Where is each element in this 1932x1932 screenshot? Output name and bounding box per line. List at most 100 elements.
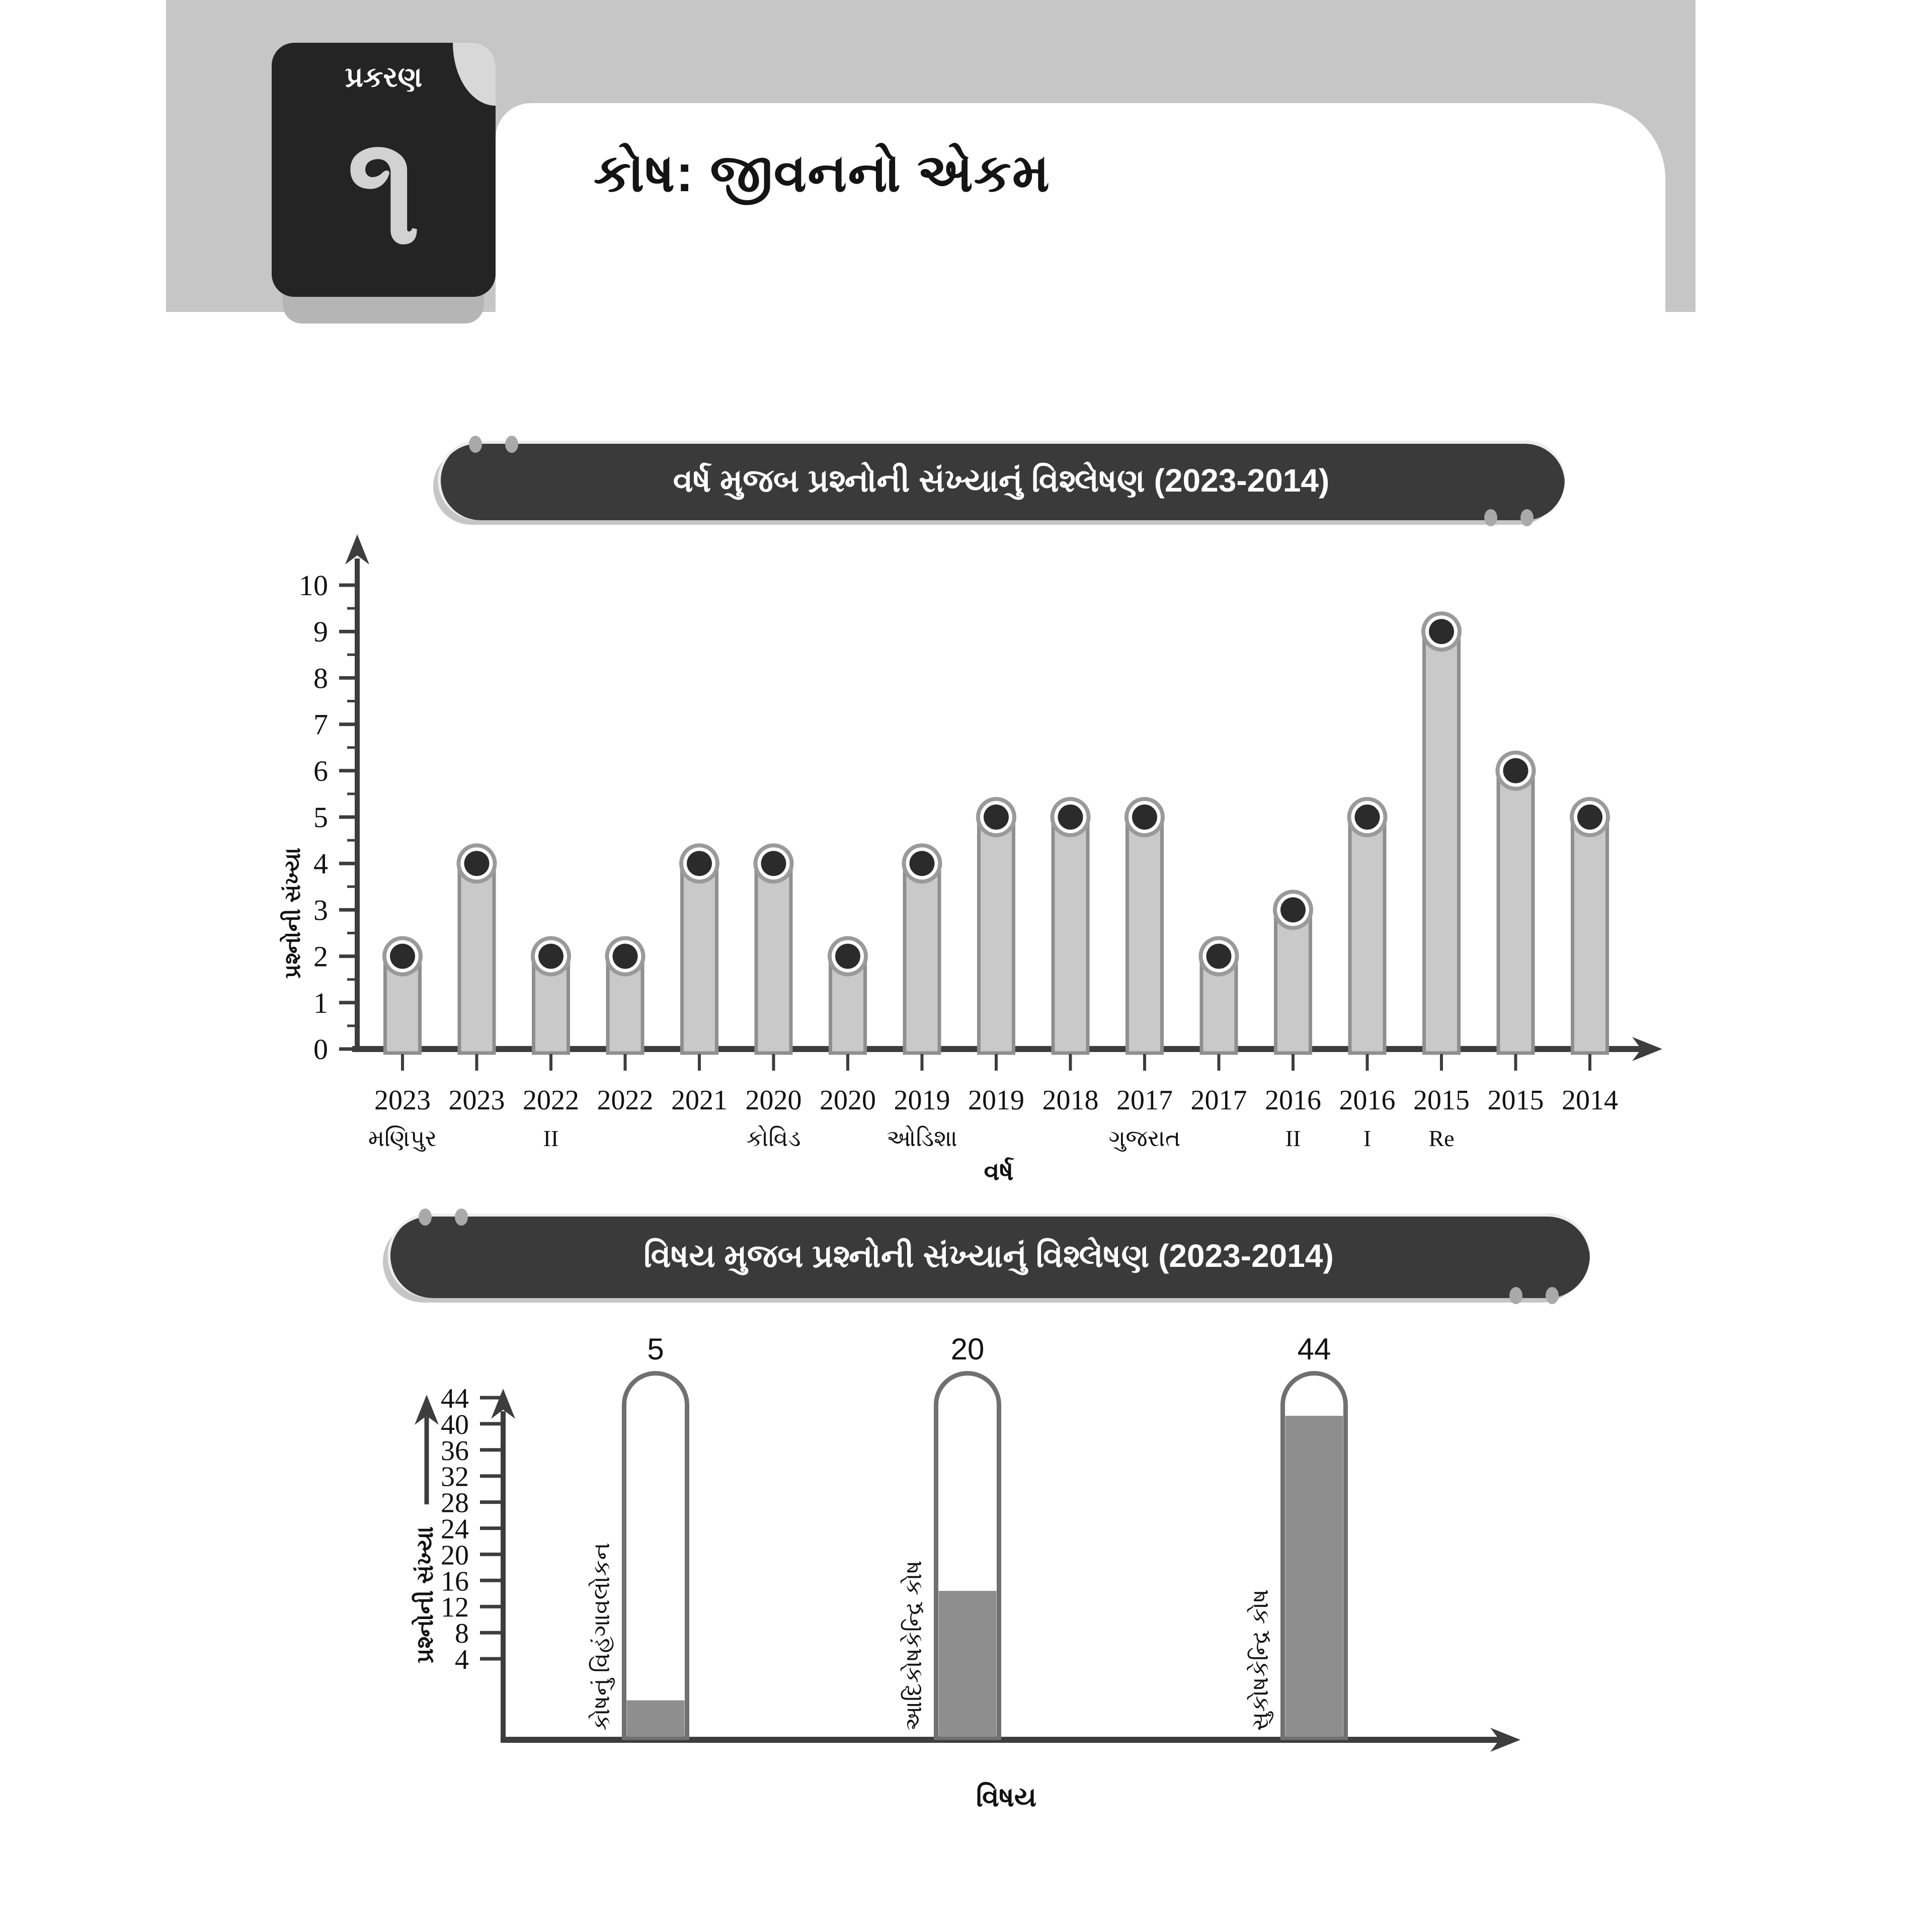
header-panel xyxy=(496,103,1665,314)
x-category-label: 2015 xyxy=(1413,1085,1470,1116)
y-tick-label: 40 xyxy=(441,1409,469,1440)
x-axis-arrow-icon xyxy=(1490,1728,1520,1752)
category-label: આદિકોષકેન્દ્રિ કોષ xyxy=(900,1560,926,1731)
x-category-label: 2017 xyxy=(1191,1085,1247,1116)
x-category-sublabel: ગુજરાત xyxy=(1109,1125,1181,1152)
x-axis-title: વિષય xyxy=(976,1782,1036,1812)
y-axis-title: પ્રશ્નોની સંખ્યા xyxy=(412,1526,438,1663)
x-category-sublabel: Re xyxy=(1428,1125,1454,1151)
x-category-label: 2020 xyxy=(746,1085,802,1116)
chapter-badge xyxy=(272,43,496,297)
bar-dot xyxy=(464,851,490,876)
up-arrow-icon xyxy=(415,1395,439,1425)
pin-dot-icon xyxy=(455,1209,468,1226)
category-label: સુકોષકેન્દ્રિ કોષ xyxy=(1247,1589,1273,1731)
x-axis-arrow-icon xyxy=(1632,1037,1662,1061)
y-tick-label: 20 xyxy=(441,1540,469,1571)
bar-dot xyxy=(538,943,564,969)
bar xyxy=(1571,798,1609,1055)
bar-dot xyxy=(835,943,860,969)
pin-dot-icon xyxy=(469,436,482,453)
y-axis-arrow-icon xyxy=(491,1389,515,1419)
tube-bar-fill xyxy=(626,1700,685,1737)
year-chart: 0 1 2 3 4 5 6 7 8 9 10 પ્રશ્નોની સંખ્યા 2023 મણિપુર 20… xyxy=(279,534,1662,1185)
bar xyxy=(977,798,1015,1055)
y-tick-label: 36 xyxy=(441,1435,469,1467)
x-category-label: 2022 xyxy=(523,1085,579,1116)
bar-dot xyxy=(1503,758,1528,783)
bar-dot xyxy=(761,851,786,876)
pin-dot-icon xyxy=(1509,1287,1522,1304)
x-category-label: 2017 xyxy=(1116,1085,1173,1116)
bar-dot xyxy=(1132,804,1157,830)
pin-dot-icon xyxy=(505,436,518,453)
y-axis-arrow-icon xyxy=(345,534,369,565)
y-tick-label: 28 xyxy=(441,1488,469,1519)
x-category-label: 2018 xyxy=(1042,1085,1099,1116)
x-category-label: 2016 xyxy=(1339,1085,1396,1116)
y-tick-label: 0 xyxy=(313,1033,328,1066)
x-category-label: 2020 xyxy=(820,1085,876,1116)
y-tick-label: 2 xyxy=(313,940,328,973)
chapter-badge-base xyxy=(283,294,484,324)
y-tick-label: 3 xyxy=(313,894,328,926)
x-axis-title: વર્ષ xyxy=(984,1157,1014,1185)
y-tick-label: 12 xyxy=(441,1592,469,1623)
tube-bar-fill xyxy=(938,1591,997,1737)
bar-dot xyxy=(1280,897,1306,923)
year-chart-banner: વર્ષ મુજબ પ્રશ્નોની સંખ્યાનું વિશ્લેષણ (… xyxy=(438,436,1565,526)
tube-bar-fill xyxy=(1285,1416,1343,1737)
chapter-label: પ્રકરણ xyxy=(345,61,423,93)
bar-dot xyxy=(1058,804,1083,830)
topic-chart-banner-title: વિષય મુજબ પ્રશ્નોની સંખ્યાનું વિશ્લેષણ (… xyxy=(643,1237,1334,1274)
topic-chart-banner: વિષય મુજબ પ્રશ્નોની સંખ્યાનું વિશ્લેષણ (… xyxy=(387,1209,1590,1304)
bar-dot xyxy=(909,851,935,876)
bar-dot xyxy=(1577,804,1602,830)
bar-dot xyxy=(1206,943,1232,969)
y-tick-label: 1 xyxy=(313,987,328,1019)
bar xyxy=(1496,751,1535,1055)
y-tick-label: 4 xyxy=(313,847,328,880)
x-category-label: 2019 xyxy=(968,1085,1024,1116)
x-category-sublabel: ઓડિશા xyxy=(887,1125,957,1151)
x-category-label: 2021 xyxy=(671,1085,728,1116)
bar xyxy=(1348,798,1387,1055)
bar-value-label: 5 xyxy=(647,1332,664,1366)
chapter-number: ૧ xyxy=(347,108,421,275)
bar xyxy=(1051,798,1090,1055)
tube-bar xyxy=(622,1371,689,1740)
x-category-label: 2022 xyxy=(597,1085,654,1116)
pin-dot-icon xyxy=(1546,1287,1559,1304)
y-axis-title: પ્રશ્નોની સંખ્યા xyxy=(279,848,305,979)
y-tick-label: 8 xyxy=(313,662,328,694)
y-tick-label: 5 xyxy=(313,801,328,834)
category-label: કોષનું વિહંગાવલોકન xyxy=(589,1543,615,1731)
bar-dot xyxy=(390,943,415,969)
bar-dot xyxy=(687,851,712,876)
bar xyxy=(1422,612,1461,1055)
x-category-label: 2016 xyxy=(1265,1085,1321,1116)
y-tick-label: 44 xyxy=(441,1383,469,1414)
x-category-label: 2019 xyxy=(894,1085,950,1116)
y-tick-label: 16 xyxy=(441,1566,469,1597)
y-tick-label: 4 xyxy=(455,1644,469,1675)
bar-value-label: 44 xyxy=(1298,1332,1331,1366)
x-category-sublabel: II xyxy=(1285,1125,1301,1151)
bar-dot xyxy=(612,943,638,969)
pin-dot-icon xyxy=(1520,509,1534,526)
year-chart-banner-title: વર્ષ મુજબ પ્રશ્નોની સંખ્યાનું વિશ્લેષણ (… xyxy=(673,462,1330,499)
bar-dot xyxy=(984,804,1009,830)
bar-dot xyxy=(1429,619,1454,645)
y-tick-label: 32 xyxy=(441,1462,469,1493)
pin-dot-icon xyxy=(419,1209,432,1226)
x-category-sublabel: મણિપુર xyxy=(368,1125,437,1152)
y-tick-label: 24 xyxy=(441,1514,469,1545)
y-tick-label: 8 xyxy=(455,1618,469,1649)
y-tick-label: 10 xyxy=(299,569,328,602)
x-category-label: 2023 xyxy=(449,1085,505,1116)
bar-dot xyxy=(1354,804,1380,830)
y-tick-label: 7 xyxy=(313,708,328,741)
bar-value-label: 20 xyxy=(951,1332,985,1366)
x-category-label: 2015 xyxy=(1488,1085,1544,1116)
